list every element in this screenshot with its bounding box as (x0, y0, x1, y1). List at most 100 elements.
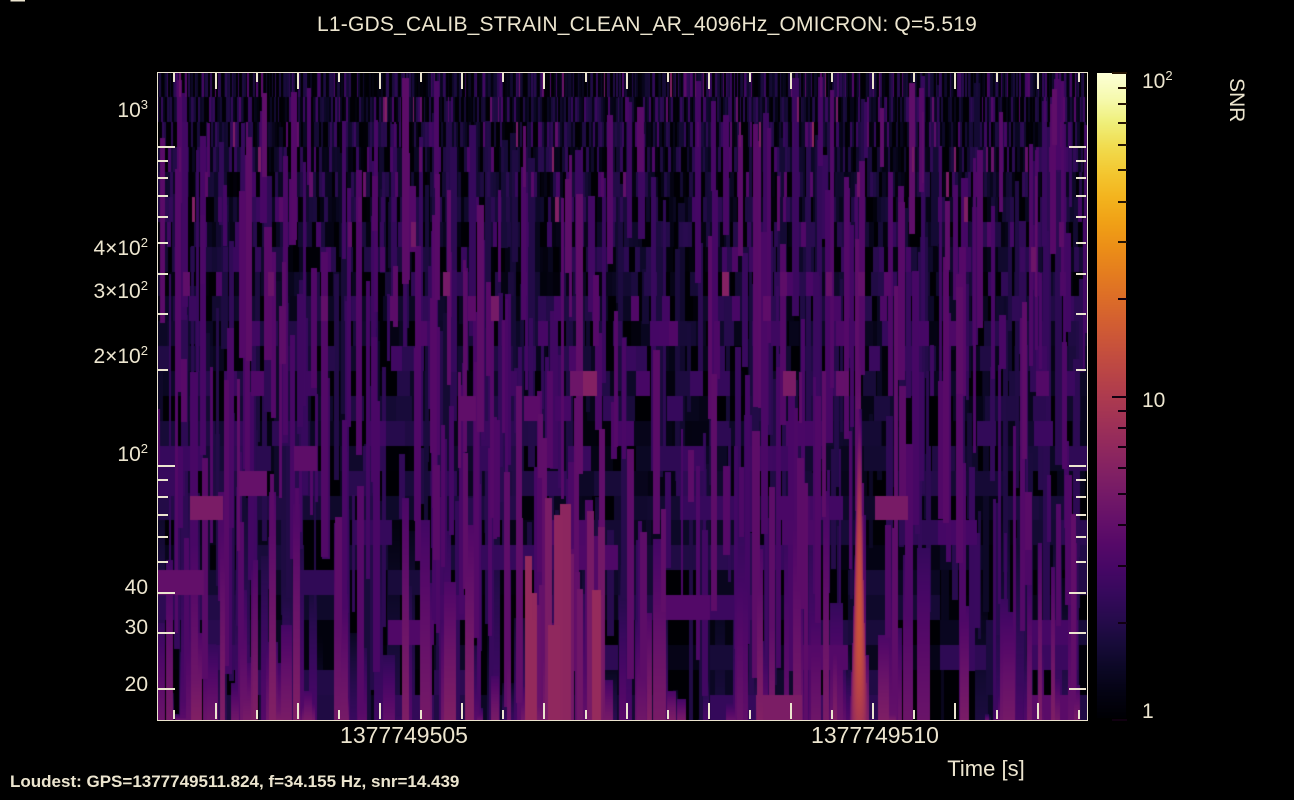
x-tick-mark (461, 703, 463, 719)
y-tick-mark (158, 632, 175, 634)
y-tick-mark (158, 465, 175, 467)
y-tick-mark (158, 479, 168, 481)
x-tick-label-t505: 1377749505 (340, 722, 468, 748)
y-tick-mark-right (1069, 688, 1086, 690)
y-tick-mark (158, 313, 168, 315)
x-tick-mark-top (831, 73, 833, 82)
colorbar-tick-mark (1112, 396, 1127, 398)
x-tick-mark (585, 710, 587, 719)
y-tick-mark (158, 216, 168, 218)
y-axis-title-text: Frequency [Hz] (4, 0, 34, 102)
x-tick-mark-top (338, 73, 340, 82)
x-tick-mark-top (1037, 73, 1039, 89)
colorbar-tick-mark (1118, 201, 1127, 203)
y-tick-mark-right (1076, 177, 1086, 179)
x-tick-mark (954, 703, 956, 719)
y-tick-label-text: 103 (117, 97, 148, 122)
x-tick-mark (749, 710, 751, 719)
colorbar-tick-mark (1118, 493, 1127, 495)
colorbar-tick-mark (1118, 122, 1127, 124)
x-tick-mark-top (297, 73, 299, 89)
x-tick-mark (872, 703, 874, 719)
y-tick-mark-right (1069, 146, 1086, 148)
colorbar-tick-label-cb1: 1 (1142, 700, 1154, 723)
colorbar-tick-mark (1118, 524, 1127, 526)
colorbar-tick-mark (1118, 410, 1127, 412)
y-tick-mark-right (1076, 496, 1086, 498)
y-tick-mark-right (1069, 592, 1086, 594)
y-tick-mark-right (1069, 465, 1086, 467)
x-tick-mark (626, 703, 628, 719)
y-tick-mark-right (1076, 514, 1086, 516)
y-tick-mark (158, 592, 175, 594)
x-tick-mark-top (667, 73, 669, 82)
x-tick-mark (543, 703, 545, 719)
colorbar-tick-mark (1118, 565, 1127, 567)
y-tick-mark-right (1076, 313, 1086, 315)
x-tick-mark-top (461, 73, 463, 89)
x-tick-mark (338, 710, 340, 719)
y-axis-title: Frequency [Hz] (4, 0, 34, 102)
spectrogram-plot-area[interactable] (157, 72, 1088, 721)
colorbar-tick-mark (1118, 241, 1127, 243)
y-tick-mark (158, 242, 168, 244)
spectrogram-image[interactable] (158, 73, 1087, 720)
y-tick-label-text: 20 (124, 673, 148, 696)
colorbar-tick-mark (1112, 72, 1127, 74)
y-tick-mark (158, 273, 168, 275)
loudest-event-caption: Loudest: GPS=1377749511.824, f=34.155 Hz… (10, 772, 460, 791)
y-tick-mark (158, 177, 168, 179)
x-tick-mark-top (996, 73, 998, 82)
colorbar-tick-mark (1118, 622, 1127, 624)
colorbar-tick-mark (1112, 719, 1127, 721)
x-tick-mark (831, 710, 833, 719)
x-tick-mark (913, 710, 915, 719)
y-tick-mark-right (1076, 369, 1086, 371)
y-tick-mark (158, 688, 175, 690)
x-tick-mark-top (420, 73, 422, 82)
x-tick-mark-top (215, 73, 217, 89)
x-axis-title: Time [s] (947, 756, 1025, 781)
colorbar-tick-mark (1118, 144, 1127, 146)
y-tick-mark (158, 514, 168, 516)
y-tick-label-text: 3×102 (93, 278, 148, 303)
y-tick-label-text: 2×102 (93, 343, 148, 368)
y-tick-mark-right (1076, 160, 1086, 162)
y-tick-mark-right (1069, 632, 1086, 634)
y-tick-mark (158, 146, 175, 148)
colorbar-tick-mark (1118, 298, 1127, 300)
colorbar-tick-label-cb1e2: 102 (1142, 68, 1173, 93)
y-tick-label-text: 40 (124, 576, 148, 599)
x-tick-mark (667, 710, 669, 719)
y-tick-mark-right (1076, 561, 1086, 563)
x-tick-mark (1078, 710, 1080, 719)
snr-colorbar[interactable] (1096, 72, 1127, 719)
x-tick-mark-top (913, 73, 915, 82)
x-tick-mark (420, 710, 422, 719)
x-tick-mark-top (872, 73, 874, 89)
x-tick-mark (297, 703, 299, 719)
x-tick-mark (502, 710, 504, 719)
y-tick-mark-right (1076, 195, 1086, 197)
colorbar-tick-mark (1118, 103, 1127, 105)
x-tick-mark (790, 703, 792, 719)
x-tick-mark-top (626, 73, 628, 89)
colorbar-tick-mark (1118, 427, 1127, 429)
x-tick-mark-top (708, 73, 710, 89)
page-title: L1-GDS_CALIB_STRAIN_CLEAN_AR_4096Hz_OMIC… (317, 13, 977, 36)
x-tick-mark (256, 710, 258, 719)
y-tick-label-text: 4×102 (93, 235, 148, 260)
y-tick-mark (158, 369, 168, 371)
colorbar-gradient (1097, 73, 1126, 718)
x-tick-mark-top (543, 73, 545, 89)
y-tick-mark-right (1076, 216, 1086, 218)
colorbar-tick-mark (1118, 169, 1127, 171)
x-tick-mark-top (379, 73, 381, 89)
x-tick-mark-top (749, 73, 751, 82)
y-tick-label-text: 102 (117, 441, 148, 466)
colorbar-title: SNR (1222, 78, 1250, 228)
x-tick-mark-top (173, 73, 175, 82)
y-tick-mark (158, 195, 168, 197)
x-tick-mark-top (1078, 73, 1080, 82)
